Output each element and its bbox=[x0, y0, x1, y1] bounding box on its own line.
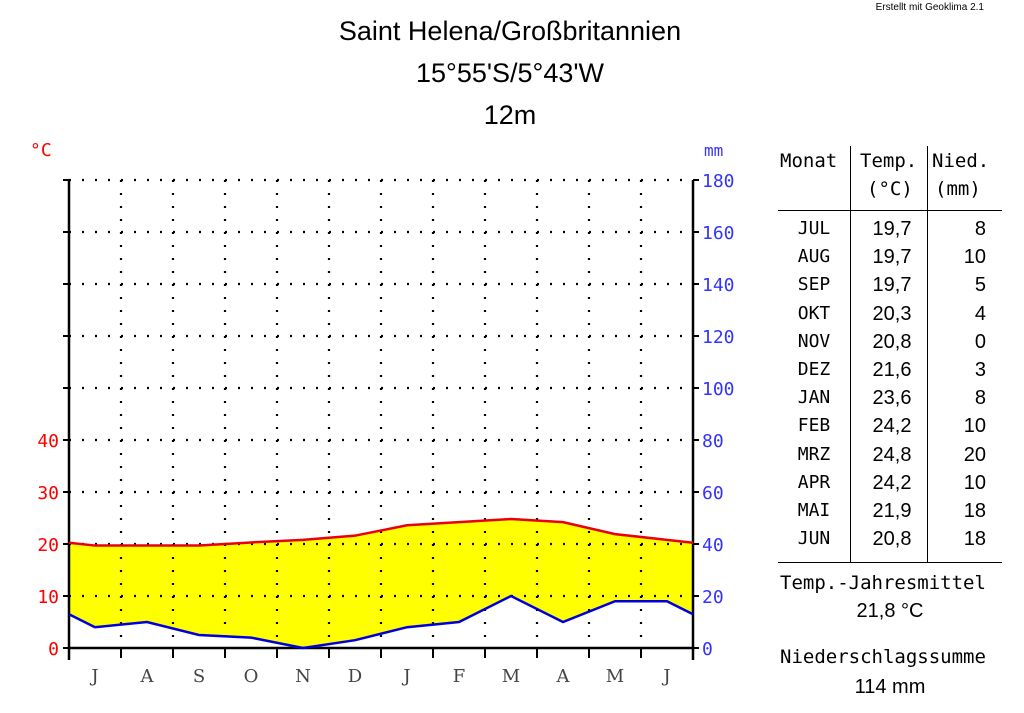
x-axis-month-label: M bbox=[606, 666, 624, 687]
table-row: OKT 20,3 4 bbox=[780, 303, 990, 331]
table-row: AUG 19,7 10 bbox=[780, 246, 990, 274]
table-row: APR 24,2 10 bbox=[780, 472, 990, 500]
x-axis-month-label: M bbox=[502, 666, 520, 687]
chart-title-elevation: 12m bbox=[483, 100, 537, 130]
annual-mean-temp-value: 21,8 °C bbox=[856, 600, 924, 622]
table-cell-month: DEZ bbox=[797, 359, 831, 380]
right-axis-tick-label: 120 bbox=[702, 327, 735, 348]
table-cell-prec: 4 bbox=[974, 302, 986, 325]
table-cell-temp: 19,7 bbox=[872, 274, 912, 297]
table-cell-month: JUN bbox=[797, 528, 831, 550]
table-row: NOV 20,8 0 bbox=[780, 331, 990, 359]
table-cell-temp: 21,9 bbox=[872, 500, 912, 522]
table-cell-prec: 3 bbox=[974, 359, 986, 381]
table-bottom-rule bbox=[778, 562, 1002, 563]
table-header-prec-unit: (mm) bbox=[935, 178, 981, 200]
table-header-month: Monat bbox=[780, 150, 838, 172]
table-cell-prec: 10 bbox=[963, 471, 986, 494]
table-cell-month: MAI bbox=[797, 500, 831, 521]
x-axis-month-label: S bbox=[193, 666, 205, 687]
x-axis-month-label: J bbox=[401, 666, 410, 687]
x-axis-month-label: F bbox=[453, 666, 466, 687]
table-cell-month: OKT bbox=[797, 302, 831, 324]
table-cell-month: SEP bbox=[797, 274, 831, 296]
table-cell-month: JAN bbox=[797, 387, 831, 409]
x-axis-month-label: J bbox=[661, 666, 670, 687]
table-cell-prec: 18 bbox=[963, 528, 986, 551]
left-axis-tick-label: 20 bbox=[37, 535, 59, 556]
x-axis-month-label: J bbox=[89, 666, 98, 687]
right-axis-tick-label: 140 bbox=[702, 275, 735, 296]
table-cell-prec: 10 bbox=[963, 415, 986, 438]
credit-note: Erstellt mit Geoklima 2.1 bbox=[875, 2, 984, 13]
annual-precip-total-label: Niederschlagssumme bbox=[780, 646, 986, 668]
table-header-prec: Nied. bbox=[932, 150, 990, 172]
table-cell-month: MRZ bbox=[797, 443, 831, 465]
table-header-rule bbox=[778, 210, 1002, 211]
x-axis-month-label: O bbox=[244, 666, 259, 687]
x-axis-month-label: N bbox=[295, 666, 311, 687]
x-axis-month-label: D bbox=[348, 666, 362, 687]
table-cell-prec: 18 bbox=[963, 500, 986, 522]
table-cell-month: FEB bbox=[797, 415, 831, 437]
table-cell-month: NOV bbox=[797, 330, 831, 352]
x-axis-month-label: A bbox=[556, 666, 571, 687]
right-axis-tick-label: 60 bbox=[702, 483, 724, 504]
annual-precip-total-value: 114 mm bbox=[854, 676, 926, 698]
table-cell-temp: 20,3 bbox=[872, 302, 912, 325]
table-row: MRZ 24,8 20 bbox=[780, 444, 990, 472]
table-cell-prec: 10 bbox=[963, 246, 986, 269]
annual-mean-temp-label: Temp.-Jahresmittel bbox=[780, 572, 986, 594]
table-cell-temp: 19,7 bbox=[872, 246, 912, 269]
table-header-temp: Temp. bbox=[860, 150, 918, 172]
table-divider-2 bbox=[927, 146, 928, 562]
right-axis-tick-label: 20 bbox=[702, 587, 724, 608]
table-cell-prec: 5 bbox=[974, 274, 986, 297]
table-cell-month: AUG bbox=[797, 246, 831, 268]
table-cell-temp: 20,8 bbox=[872, 330, 912, 353]
chart-title-station: Saint Helena/Großbritannien bbox=[338, 16, 682, 46]
table-cell-prec: 0 bbox=[974, 330, 986, 353]
table-row: JUL 19,7 8 bbox=[780, 218, 990, 246]
right-axis-tick-label: 0 bbox=[702, 639, 713, 660]
x-axis-month-label: A bbox=[140, 666, 155, 687]
table-header-temp-unit: (°C) bbox=[867, 178, 913, 200]
table-cell-prec: 20 bbox=[963, 443, 986, 466]
table-row: DEZ 21,6 3 bbox=[780, 359, 990, 387]
table-cell-temp: 19,7 bbox=[872, 218, 912, 240]
climate-chart: 0 10 20 30 40 °C 0 20 40 60 80 100 120 140 160 180 mm J A S… bbox=[30, 140, 735, 687]
table-cell-month: JUL bbox=[797, 218, 831, 239]
precipitation-line bbox=[68, 594, 694, 650]
right-axis-tick-label: 80 bbox=[702, 431, 724, 452]
table-row: MAI 21,9 18 bbox=[780, 500, 990, 528]
left-axis-tick-label: 10 bbox=[37, 587, 59, 608]
table-cell-month: APR bbox=[797, 471, 831, 493]
right-axis-tick-label: 180 bbox=[702, 171, 735, 192]
table-cell-temp: 23,6 bbox=[872, 387, 912, 410]
left-axis-tick-label: 40 bbox=[37, 431, 59, 452]
left-axis-tick-label: 30 bbox=[37, 483, 59, 504]
temperature-line bbox=[68, 517, 694, 547]
right-axis-unit: mm bbox=[704, 141, 723, 160]
right-axis-tick-label: 100 bbox=[702, 379, 735, 400]
table-row: SEP 19,7 5 bbox=[780, 274, 990, 302]
left-axis-tick-label: 0 bbox=[48, 639, 59, 660]
right-axis-tick-label: 160 bbox=[702, 223, 735, 244]
chart-title-coordinates: 15°55'S/5°43'W bbox=[415, 58, 604, 88]
right-axis-tick-label: 40 bbox=[702, 535, 724, 556]
table-cell-temp: 24,2 bbox=[872, 415, 912, 438]
table-cell-temp: 24,8 bbox=[872, 443, 912, 466]
table-row: JAN 23,6 8 bbox=[780, 387, 990, 415]
table-cell-prec: 8 bbox=[974, 387, 986, 410]
table-cell-temp: 21,6 bbox=[872, 359, 912, 381]
table-cell-temp: 20,8 bbox=[872, 528, 912, 551]
table-cell-temp: 24,2 bbox=[872, 471, 912, 494]
table-row: JUN 20,8 18 bbox=[780, 528, 990, 556]
left-axis-unit: °C bbox=[30, 140, 52, 161]
table-row: FEB 24,2 10 bbox=[780, 415, 990, 443]
table-divider-1 bbox=[850, 146, 851, 562]
table-cell-prec: 8 bbox=[974, 218, 986, 240]
